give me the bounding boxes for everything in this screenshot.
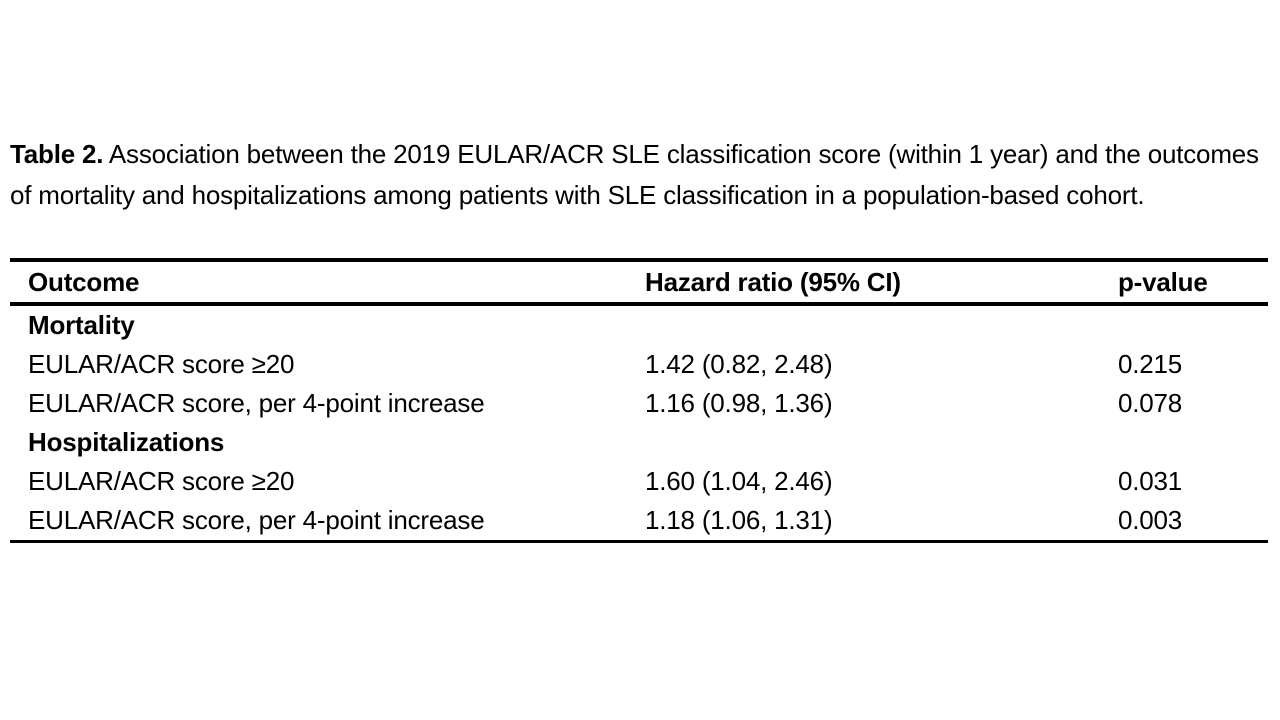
table-row: EULAR/ACR score, per 4-point increase 1.… [10,501,1268,543]
p-value-cell: 0.078 [1118,388,1183,418]
column-header-p-value: p-value [1118,258,1268,306]
column-header-hazard-ratio: Hazard ratio (95% CI) [645,258,1118,306]
table-header-row: Outcome Hazard ratio (95% CI) p-value [10,258,1268,306]
hazard-ratio-cell: 1.60 (1.04, 2.46) [645,466,833,496]
section-header-hospitalizations: Hospitalizations [28,427,225,457]
outcome-cell: EULAR/ACR score, per 4-point increase [28,388,485,418]
hazard-ratio-cell: 1.42 (0.82, 2.48) [645,349,833,379]
section-header-mortality: Mortality [28,310,135,340]
results-table: Outcome Hazard ratio (95% CI) p-value Mo… [10,258,1268,543]
table-row: EULAR/ACR score ≥20 1.42 (0.82, 2.48) 0.… [10,345,1268,384]
table-caption-label: Table 2. [10,139,104,169]
outcome-cell: EULAR/ACR score ≥20 [28,349,295,379]
table-caption-text: Association between the 2019 EULAR/ACR S… [10,139,1259,210]
hazard-ratio-cell: 1.16 (0.98, 1.36) [645,388,833,418]
hazard-ratio-cell: 1.18 (1.06, 1.31) [645,501,1118,543]
p-value-cell: 0.215 [1118,349,1183,379]
table-row: EULAR/ACR score ≥20 1.60 (1.04, 2.46) 0.… [10,462,1268,501]
p-value-cell: 0.031 [1118,466,1183,496]
p-value-cell: 0.003 [1118,501,1268,543]
column-header-outcome: Outcome [10,258,645,306]
table-row: EULAR/ACR score, per 4-point increase 1.… [10,384,1268,423]
outcome-cell: EULAR/ACR score ≥20 [28,466,295,496]
section-header-row-mortality: Mortality [10,304,1268,345]
table-caption: Table 2. Association between the 2019 EU… [10,134,1260,216]
outcome-cell: EULAR/ACR score, per 4-point increase [10,501,645,543]
section-header-row-hospitalizations: Hospitalizations [10,423,1268,462]
